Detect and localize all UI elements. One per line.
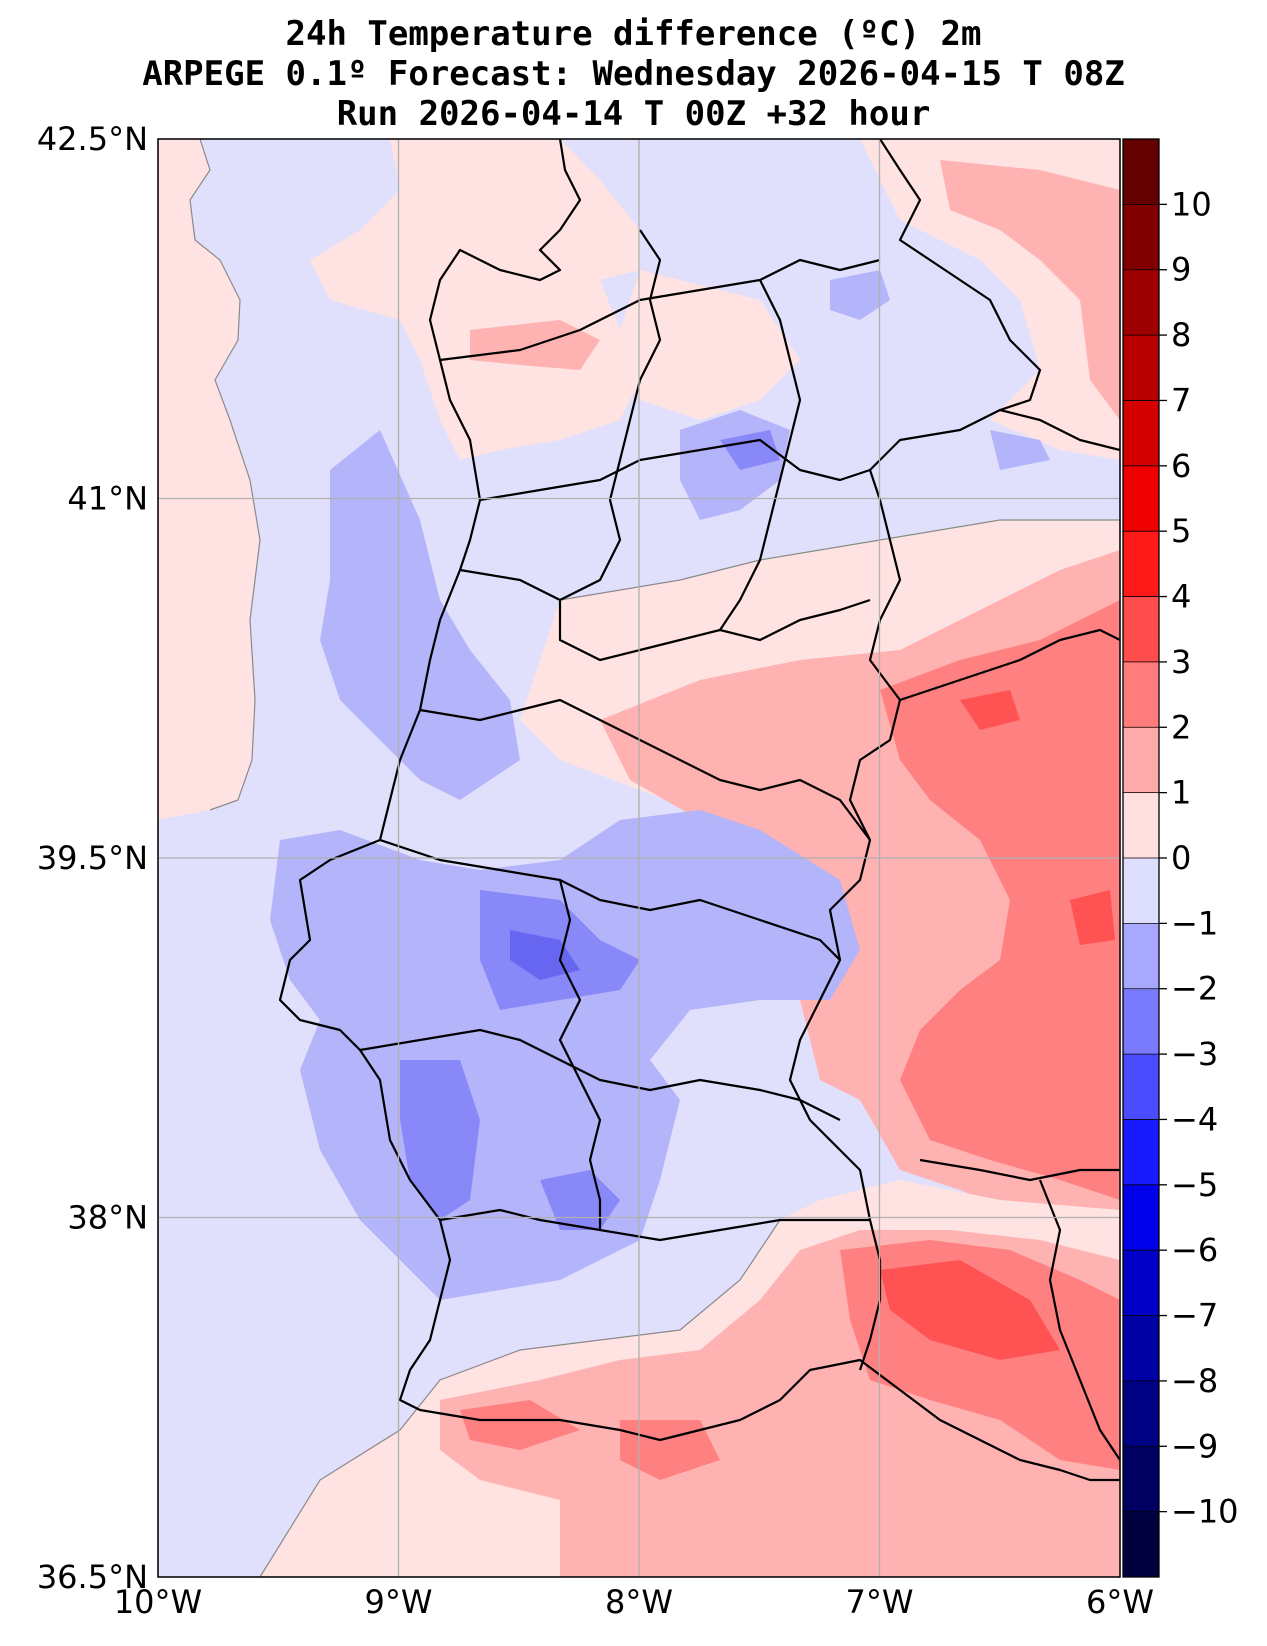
colorbar-tick-label: −10 <box>1171 1493 1239 1531</box>
district-border-10 <box>558 879 602 1230</box>
field-warm-algarve-2 <box>620 1420 720 1480</box>
contour-lines <box>189 139 1120 1577</box>
field-hot-patch-2 <box>1070 890 1115 945</box>
lon-tick-label: 7°W <box>846 1583 914 1621</box>
colorbar-segment <box>1123 661 1159 728</box>
colorbar-segment <box>1123 1184 1159 1251</box>
lon-tick-label: 6°W <box>1086 1583 1154 1621</box>
district-border-1 <box>439 258 881 362</box>
field-hot-patch-1 <box>960 690 1020 730</box>
colorbar-segment <box>1123 1446 1159 1513</box>
colorbar-tick-label: −2 <box>1171 970 1218 1008</box>
lon-tick-label: 9°W <box>365 1583 433 1621</box>
lat-tick-label: 36.5°N <box>37 1558 148 1596</box>
lat-tick-label: 39.5°N <box>37 839 148 877</box>
colorbar-segment <box>1123 1511 1159 1578</box>
colorbar-segment <box>1123 1054 1159 1120</box>
field-hot-south <box>880 1260 1060 1360</box>
colorbar-tick-label: 6 <box>1171 447 1191 485</box>
axis-labels: 42.5°N 41°N 39.5°N 38°N 36.5°N10°W 9°W 8°W 7°W 6… <box>37 120 1154 1621</box>
border-portugal-spain <box>788 139 1042 1371</box>
field-cool-core-2 <box>400 1060 480 1220</box>
colorbar-segment <box>1123 923 1159 990</box>
colorbar-tick-label: −7 <box>1171 1297 1218 1335</box>
colorbar-tick-label: −6 <box>1171 1231 1218 1269</box>
boundaries <box>278 139 1120 1482</box>
colorbar-tick-label: −3 <box>1171 1035 1218 1073</box>
colorbar-segment <box>1123 988 1159 1055</box>
field-warm-algarve <box>460 1400 580 1450</box>
colorbar-segment <box>1123 596 1159 663</box>
coastline-portugal <box>278 139 1120 1482</box>
spain-internal-border-1 <box>899 628 1120 702</box>
field-cool-north <box>830 270 890 320</box>
colorbar-tick-label: 0 <box>1171 839 1191 877</box>
district-border-3 <box>459 568 871 662</box>
colorbar-tick-label: 7 <box>1171 381 1191 419</box>
colorbar-tick-label: −4 <box>1171 1100 1218 1138</box>
contour-line-3 <box>259 1219 781 1577</box>
field-warm-north-coast <box>310 139 650 460</box>
colorbar-tick-label: 2 <box>1171 708 1191 746</box>
colorbar-segment <box>1123 1315 1159 1382</box>
field-cool-deep-1 <box>510 930 580 980</box>
colorbar-segment <box>1123 531 1159 598</box>
field-cool-interior-core <box>720 430 780 470</box>
colorbar-tick-label: −8 <box>1171 1362 1218 1400</box>
colorbar-segment <box>1123 269 1159 336</box>
field-warm-central <box>610 270 800 420</box>
field-warm-offshore-west <box>158 139 260 820</box>
colorbar-tick-label: 10 <box>1171 185 1212 223</box>
colorbar-tick-label: 1 <box>1171 774 1191 812</box>
colorbar-tick-label: 5 <box>1171 512 1191 550</box>
colorbar-segment <box>1123 1250 1159 1317</box>
map-title-line3: Run 2026-04-14 T 00Z +32 hour <box>336 94 931 134</box>
spain-internal-border-3 <box>1038 1179 1120 1461</box>
colorbar-tick-label: 8 <box>1171 316 1191 354</box>
colorbar-segment <box>1123 400 1159 467</box>
spain-internal-border-4 <box>999 408 1120 452</box>
colorbar-segment <box>1123 858 1159 924</box>
district-border-4 <box>419 698 871 841</box>
colorbar-segment <box>1123 1119 1159 1186</box>
colorbar-segment <box>1123 727 1159 794</box>
district-border-7 <box>439 1208 870 1242</box>
colorbar-tick-label: 9 <box>1171 251 1191 289</box>
field-warm-patch-ne <box>940 160 1120 420</box>
lon-tick-label: 10°W <box>114 1583 202 1621</box>
map-title-line1: 24h Temperature difference (ºC) 2m <box>285 14 982 54</box>
lat-tick-label: 41°N <box>67 480 148 518</box>
map-title-line2: ARPEGE 0.1º Forecast: Wednesday 2026-04-… <box>142 54 1125 94</box>
colorbar-tick-label: −9 <box>1171 1427 1218 1465</box>
spain-internal-border-2 <box>919 1158 1120 1182</box>
contour-line-2 <box>559 519 1120 601</box>
map-frame <box>157 138 1121 1578</box>
colorbar-segment <box>1123 465 1159 532</box>
district-border-2 <box>479 438 871 502</box>
colorbar-segment <box>1123 204 1159 271</box>
field-cool-east <box>990 430 1050 470</box>
contour-line-1 <box>189 139 261 811</box>
lat-tick-label: 42.5°N <box>37 120 148 158</box>
colorbar-segment <box>1123 139 1159 205</box>
district-border-9 <box>719 279 802 631</box>
district-border-6 <box>359 1028 841 1121</box>
lon-tick-label: 8°W <box>605 1583 673 1621</box>
field-cool-coastal <box>320 430 520 800</box>
colorbar-tick-label: −5 <box>1171 1166 1218 1204</box>
lat-tick-label: 38°N <box>67 1199 148 1237</box>
colorbar-tick-label: 3 <box>1171 643 1191 681</box>
district-border-8 <box>559 229 662 601</box>
colorbar-segment <box>1123 792 1159 859</box>
district-border-5 <box>379 838 841 961</box>
colorbar-segment <box>1123 1380 1159 1447</box>
colorbar-tick-label: 4 <box>1171 578 1191 616</box>
colorbar-segment <box>1123 335 1159 401</box>
colorbar-tick-label: −1 <box>1171 904 1218 942</box>
field-warm-east-core <box>880 600 1120 1200</box>
